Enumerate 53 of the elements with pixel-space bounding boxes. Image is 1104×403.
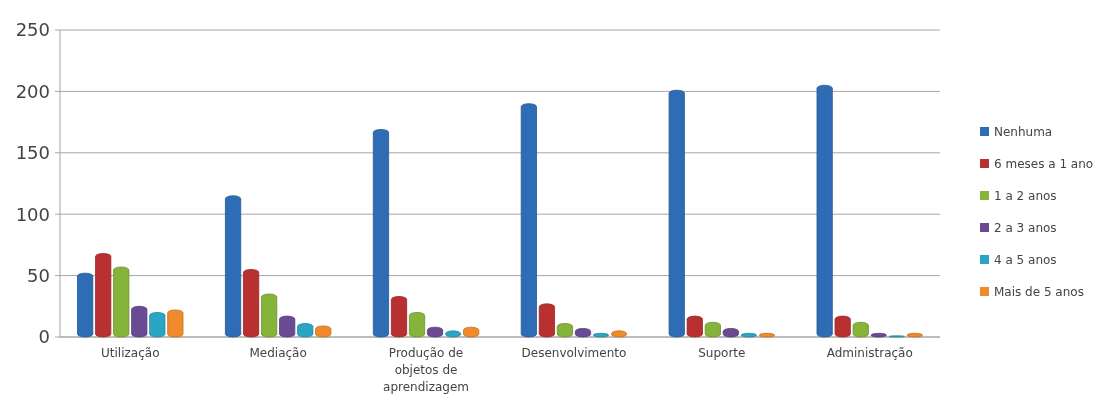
- bar: [834, 315, 851, 338]
- bar: [149, 312, 166, 338]
- bar: [225, 195, 242, 338]
- bar: [167, 309, 184, 338]
- bar: [740, 332, 757, 338]
- bar: [131, 305, 148, 338]
- bar: [686, 315, 703, 338]
- bar: [279, 315, 296, 338]
- bar: [704, 321, 721, 338]
- bar: [722, 328, 739, 338]
- y-tick-label: 200: [15, 80, 50, 102]
- bar: [390, 296, 408, 338]
- bar: [906, 332, 923, 338]
- bar: [315, 325, 332, 338]
- y-tick-label: 150: [15, 142, 50, 164]
- bar: [758, 332, 776, 338]
- x-tick-label: Produção de objetos de aprendizagem: [383, 346, 470, 394]
- bar: [77, 272, 94, 338]
- legend-label: Nenhuma: [994, 125, 1053, 140]
- bar: [556, 323, 573, 338]
- bar: [95, 253, 112, 338]
- x-tick-label: Administração: [826, 346, 913, 360]
- bar: [592, 332, 610, 338]
- bar: [261, 293, 278, 338]
- bar: [610, 330, 628, 338]
- y-tick-label: 0: [38, 326, 50, 348]
- bar: [243, 269, 260, 338]
- x-tick-label: Utilização: [101, 346, 160, 360]
- bar: [520, 103, 537, 338]
- bar: [408, 312, 426, 338]
- bar: [668, 89, 685, 338]
- bar: [113, 266, 130, 338]
- x-tick-label: Desenvolvimento: [521, 346, 627, 360]
- bar: [445, 330, 462, 338]
- y-tick-label: 100: [15, 203, 50, 225]
- bar: [463, 326, 480, 338]
- bar: [574, 328, 592, 338]
- bar: [297, 323, 314, 338]
- legend-label: Mais de 5 anos: [994, 285, 1084, 300]
- bar: [852, 321, 869, 338]
- legend-label: 1 a 2 anos: [994, 189, 1057, 204]
- bar: [372, 129, 390, 338]
- bar: [870, 332, 887, 338]
- y-tick-label: 250: [15, 19, 50, 41]
- bar: [427, 326, 444, 338]
- legend-label: 4 a 5 anos: [994, 253, 1057, 268]
- legend-label: 6 meses a 1 ano: [994, 157, 1094, 172]
- bar: [538, 303, 555, 338]
- legend-label: 2 a 3 anos: [994, 221, 1057, 236]
- x-tick-label: Suporte: [698, 346, 746, 360]
- bar: [816, 84, 833, 338]
- x-tick-label: Mediação: [249, 346, 307, 360]
- y-tick-label: 50: [27, 264, 50, 286]
